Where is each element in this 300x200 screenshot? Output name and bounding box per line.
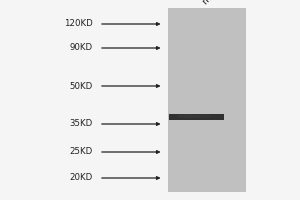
Text: 120KD: 120KD	[64, 20, 93, 28]
Ellipse shape	[194, 114, 211, 118]
Text: 35KD: 35KD	[70, 119, 93, 129]
Text: 20KD: 20KD	[70, 173, 93, 182]
Bar	[168, 8, 246, 192]
Text: 50KD: 50KD	[70, 82, 93, 90]
Text: 90KD: 90KD	[70, 44, 93, 52]
Text: 25KD: 25KD	[70, 148, 93, 156]
Text: Skeletal
muscle: Skeletal muscle	[193, 0, 233, 6]
Bar	[169, 114, 224, 120]
Ellipse shape	[177, 114, 198, 118]
